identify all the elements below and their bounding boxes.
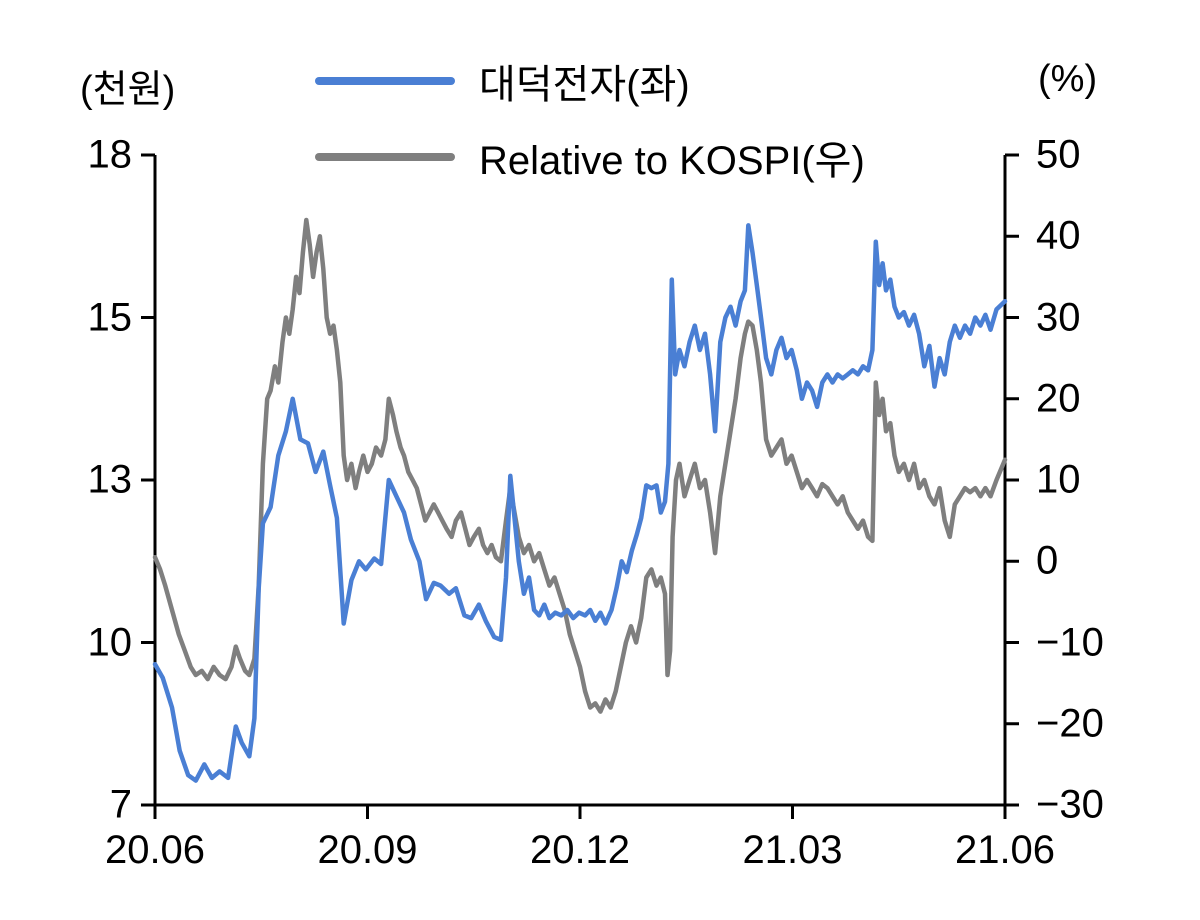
series-line-price xyxy=(152,223,1008,783)
right-axis-tick-label: 40 xyxy=(1036,213,1081,258)
legend-label-relative: Relative to KOSPI(우) xyxy=(479,139,865,183)
left-axis-tick-label: 15 xyxy=(87,295,133,339)
legend-line-blue-icon xyxy=(315,77,455,85)
x-axis-tick-label: 20.12 xyxy=(529,828,631,872)
legend-label-price: 대덕전자(좌) xyxy=(479,63,690,107)
right-axis-tick-label: 0 xyxy=(1036,538,1059,583)
series-line-relative xyxy=(152,217,1008,714)
legend-line-gray-icon xyxy=(315,153,455,161)
right-axis-tick-label: 50 xyxy=(1036,132,1081,177)
x-axis-tick-label: 20.09 xyxy=(317,828,418,872)
right-axis-tick-label: 10 xyxy=(1036,457,1081,502)
right-axis-tick-label: −30 xyxy=(1036,782,1104,827)
x-axis-tick-label: 20.06 xyxy=(104,828,206,872)
right-axis-tick-label: 20 xyxy=(1036,376,1081,421)
x-axis-tick-label: 21.03 xyxy=(742,828,843,872)
left-axis-tick-label: 13 xyxy=(87,457,133,502)
left-axis-tick-label: 10 xyxy=(87,620,133,664)
left-axis-unit: (천원) xyxy=(80,69,176,111)
legend-item-relative: Relative to KOSPI(우) xyxy=(315,128,865,186)
left-axis-tick-label: 7 xyxy=(109,782,132,827)
right-axis-tick-label: 30 xyxy=(1036,295,1081,339)
legend-item-price: 대덕전자(좌) xyxy=(315,52,690,110)
right-axis-tick-label: −20 xyxy=(1036,701,1104,746)
left-axis-tick-label: 18 xyxy=(87,132,133,177)
right-axis-tick-label: −10 xyxy=(1036,620,1104,664)
x-axis-tick-label: 21.06 xyxy=(954,828,1056,872)
right-axis-unit: (%) xyxy=(1038,58,1098,100)
